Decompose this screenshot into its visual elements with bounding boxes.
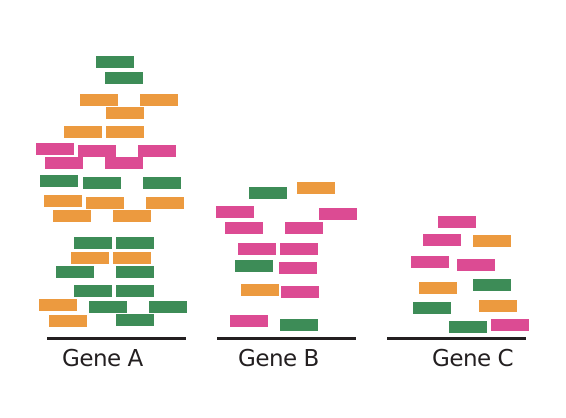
orange-read-bar (113, 210, 151, 222)
green-read-bar (105, 72, 143, 84)
pink-read-bar (45, 157, 83, 169)
pink-read-bar (281, 286, 319, 298)
pink-read-bar (457, 259, 495, 271)
gene-c-baseline (387, 337, 526, 340)
orange-read-bar (419, 282, 457, 294)
pink-read-bar (78, 145, 116, 157)
gene-b-label: Gene B (238, 346, 319, 372)
green-read-bar (116, 266, 154, 278)
pink-read-bar (230, 315, 268, 327)
pink-read-bar (423, 234, 461, 246)
green-read-bar (40, 175, 78, 187)
orange-read-bar (80, 94, 118, 106)
green-read-bar (89, 301, 127, 313)
green-read-bar (116, 314, 154, 326)
orange-read-bar (44, 195, 82, 207)
pink-read-bar (279, 262, 317, 274)
green-read-bar (449, 321, 487, 333)
gene-b-baseline (217, 337, 356, 340)
orange-read-bar (49, 315, 87, 327)
pink-read-bar (225, 222, 263, 234)
green-read-bar (149, 301, 187, 313)
orange-read-bar (106, 126, 144, 138)
orange-read-bar (241, 284, 279, 296)
pink-read-bar (438, 216, 476, 228)
green-read-bar (413, 302, 451, 314)
orange-read-bar (140, 94, 178, 106)
green-read-bar (74, 285, 112, 297)
pink-read-bar (285, 222, 323, 234)
pink-read-bar (280, 243, 318, 255)
orange-read-bar (113, 252, 151, 264)
green-read-bar (116, 285, 154, 297)
orange-read-bar (86, 197, 124, 209)
orange-read-bar (64, 126, 102, 138)
green-read-bar (235, 260, 273, 272)
green-read-bar (143, 177, 181, 189)
green-read-bar (280, 319, 318, 331)
pink-read-bar (491, 319, 529, 331)
pink-read-bar (319, 208, 357, 220)
orange-read-bar (473, 235, 511, 247)
green-read-bar (249, 187, 287, 199)
orange-read-bar (106, 107, 144, 119)
orange-read-bar (71, 252, 109, 264)
green-read-bar (473, 279, 511, 291)
pink-read-bar (105, 157, 143, 169)
gene-c-label: Gene C (432, 346, 514, 372)
orange-read-bar (479, 300, 517, 312)
green-read-bar (116, 237, 154, 249)
orange-read-bar (39, 299, 77, 311)
gene-a-label: Gene A (62, 346, 143, 372)
green-read-bar (96, 56, 134, 68)
orange-read-bar (53, 210, 91, 222)
pink-read-bar (411, 256, 449, 268)
green-read-bar (83, 177, 121, 189)
green-read-bar (74, 237, 112, 249)
green-read-bar (56, 266, 94, 278)
pink-read-bar (36, 143, 74, 155)
pink-read-bar (238, 243, 276, 255)
pink-read-bar (216, 206, 254, 218)
pink-read-bar (138, 145, 176, 157)
orange-read-bar (146, 197, 184, 209)
gene-a-baseline (47, 337, 186, 340)
orange-read-bar (297, 182, 335, 194)
